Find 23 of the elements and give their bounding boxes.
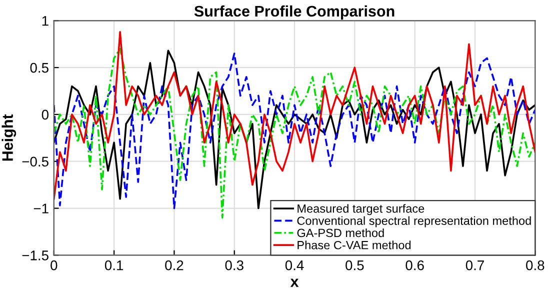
x-tick-label: 0.1 bbox=[104, 260, 124, 270]
legend-label: Measured target surface bbox=[298, 204, 424, 216]
y-tick-label: 0.5 bbox=[30, 62, 48, 73]
chart-title: Surface Profile Comparison bbox=[194, 5, 394, 20]
y-tick-label: −0.5 bbox=[22, 156, 48, 167]
x-tick-label: 0.4 bbox=[285, 260, 304, 270]
x-tick-label: 0.3 bbox=[225, 260, 244, 270]
y-tick-label: −1.5 bbox=[22, 250, 48, 260]
x-axis-title: x bbox=[290, 278, 299, 287]
x-tick-label: 0.8 bbox=[526, 260, 544, 270]
legend-label: Phase C-VAE method bbox=[298, 240, 411, 250]
x-tick-label: 0 bbox=[50, 260, 58, 270]
x-tick-label: 0.5 bbox=[346, 260, 364, 270]
x-tick-label: 0.6 bbox=[406, 260, 424, 270]
line-series bbox=[54, 31, 536, 200]
legend-label: GA-PSD method bbox=[297, 228, 384, 238]
legend-label: Conventional spectral representation method bbox=[297, 216, 531, 228]
y-tick-label: 1 bbox=[42, 16, 48, 26]
y-tick-label: −1 bbox=[34, 204, 48, 214]
y-axis-title: Height bbox=[2, 114, 16, 161]
x-tick-label: 0.7 bbox=[466, 260, 484, 270]
x-tick-label: 0.2 bbox=[165, 260, 184, 270]
y-tick-label: 0 bbox=[42, 110, 48, 120]
